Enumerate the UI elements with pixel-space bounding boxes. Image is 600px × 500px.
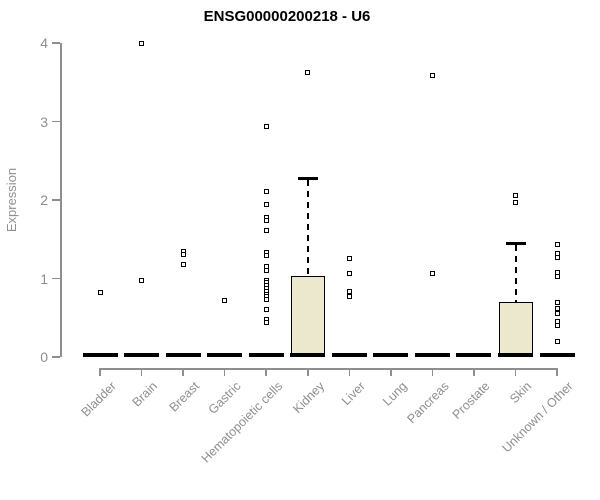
x-tick: [307, 368, 309, 376]
outlier-point: [263, 307, 269, 313]
median-bar: [248, 352, 284, 358]
median-bar: [165, 352, 201, 358]
x-tick: [390, 368, 392, 376]
y-tick-label: 2: [40, 192, 48, 208]
y-axis-line: [60, 43, 62, 357]
outlier-point: [554, 310, 560, 316]
x-axis-line: [99, 368, 559, 370]
outlier-point: [346, 256, 352, 262]
median-bar: [373, 352, 409, 358]
x-tick-label: Hematopoietic cells: [198, 379, 286, 466]
outlier-point: [222, 297, 228, 303]
outlier-point: [263, 297, 269, 303]
y-tick: [52, 199, 60, 201]
chart-title: ENSG00000200218 - U6: [203, 8, 371, 25]
y-tick: [52, 42, 60, 44]
box: [290, 276, 325, 357]
outlier-point: [554, 242, 560, 248]
outlier-point: [346, 294, 352, 300]
outlier-point: [429, 270, 435, 276]
outlier-point: [263, 202, 269, 208]
outlier-point: [139, 40, 145, 46]
whisker: [514, 245, 517, 303]
x-tick-label: Bladder: [78, 379, 119, 420]
median-bar: [290, 352, 326, 358]
whisker: [306, 180, 309, 277]
x-tick-label: Skin: [507, 379, 535, 407]
y-tick: [52, 120, 60, 123]
outlier-point: [305, 69, 311, 75]
median-bar: [124, 352, 160, 358]
y-tick-label: 4: [40, 35, 48, 51]
outlier-point: [346, 289, 352, 295]
median-bar: [414, 352, 450, 358]
outlier-point: [263, 124, 269, 130]
whisker-cap: [297, 177, 318, 180]
outlier-point: [263, 228, 269, 234]
outlier-point: [513, 192, 518, 198]
outlier-point: [263, 188, 269, 194]
x-tick: [431, 368, 434, 376]
outlier-point: [97, 290, 103, 296]
x-tick-label: Gastric: [205, 379, 244, 417]
whisker-cap: [505, 242, 526, 245]
outlier-point: [554, 338, 560, 344]
median-bar: [498, 352, 533, 358]
median-bar: [456, 352, 492, 358]
outlier-point: [513, 199, 518, 205]
median-bar: [207, 352, 243, 358]
x-tick: [514, 368, 517, 376]
median-bar: [539, 352, 575, 358]
outlier-point: [429, 73, 435, 79]
outlier-point: [263, 217, 269, 223]
y-tick-label: 1: [40, 270, 48, 287]
outlier-point: [554, 305, 560, 311]
outlier-point: [554, 299, 560, 305]
x-tick-label: Pancreas: [404, 379, 452, 427]
x-tick-label: Lung: [380, 379, 410, 409]
outlier-point: [346, 271, 352, 277]
outlier-point: [554, 323, 560, 329]
x-tick-label: Liver: [339, 379, 369, 409]
outlier-point: [554, 274, 560, 280]
outlier-point: [180, 252, 186, 258]
x-tick: [473, 368, 475, 376]
median-bar: [331, 352, 367, 358]
y-tick: [52, 277, 60, 280]
x-tick: [556, 368, 558, 376]
outlier-point: [180, 261, 186, 267]
x-tick: [348, 368, 351, 376]
x-tick: [99, 368, 101, 376]
x-tick: [182, 368, 184, 376]
outlier-point: [554, 254, 560, 260]
outlier-point: [263, 319, 269, 325]
x-tick-label: Kidney: [289, 379, 327, 416]
outlier-point: [263, 253, 269, 259]
x-tick-label: Prostate: [450, 379, 493, 422]
y-tick: [52, 356, 60, 358]
x-tick-label: Breast: [166, 379, 203, 415]
box: [498, 302, 533, 357]
y-tick-label: 3: [40, 113, 48, 130]
median-bar: [82, 352, 118, 358]
x-tick: [265, 368, 267, 376]
x-tick: [223, 368, 226, 376]
x-tick-label: Brain: [129, 379, 161, 410]
x-tick: [140, 368, 143, 376]
outlier-point: [139, 278, 145, 284]
outlier-point: [554, 269, 560, 275]
outlier-point: [263, 268, 269, 274]
y-tick-label: 0: [40, 349, 48, 365]
